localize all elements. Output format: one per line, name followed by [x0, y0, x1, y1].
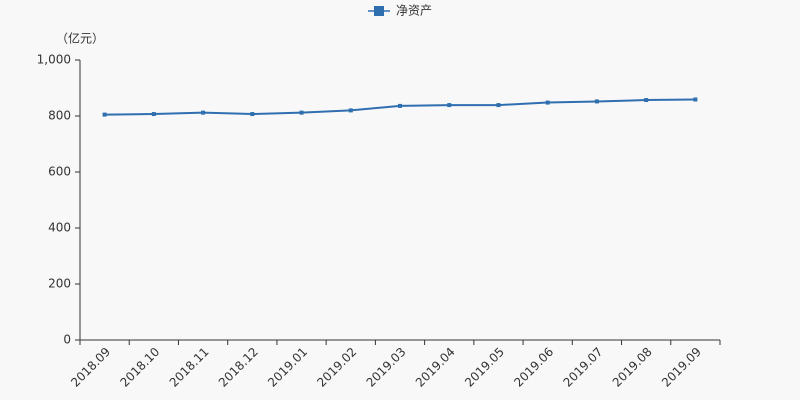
y-tick-label: 600	[48, 165, 71, 179]
y-tick-label: 1,000	[37, 53, 71, 67]
point	[693, 97, 698, 102]
point	[102, 112, 107, 117]
point	[299, 110, 304, 115]
point	[201, 110, 206, 115]
unit-label: （亿元）	[56, 31, 104, 46]
point	[447, 103, 452, 108]
point	[644, 98, 649, 103]
y-tick-label: 800	[48, 109, 71, 123]
y-tick-label: 400	[48, 221, 71, 235]
y-tick-label: 0	[63, 333, 71, 347]
legend-label: 净资产	[396, 4, 432, 18]
point	[398, 103, 402, 108]
point	[348, 108, 353, 113]
point	[545, 100, 550, 105]
point	[496, 103, 501, 108]
legend-marker	[374, 6, 384, 16]
point	[151, 112, 156, 117]
point	[594, 99, 599, 104]
point	[250, 112, 255, 117]
y-tick-label: 200	[48, 277, 71, 291]
